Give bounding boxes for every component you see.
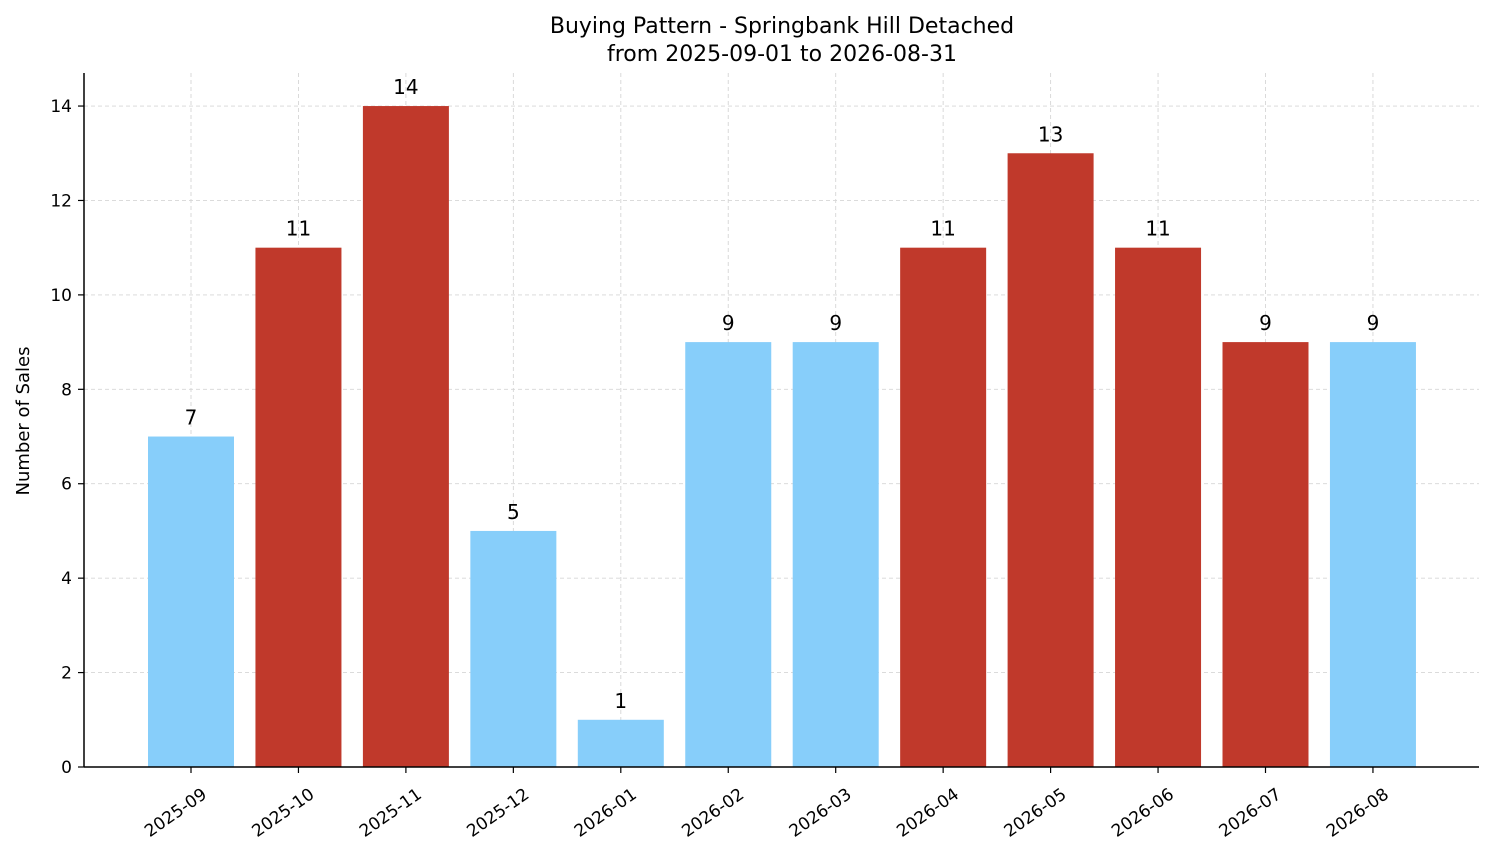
axes [78, 73, 1479, 773]
x-tick-label: 2026-03 [786, 785, 856, 842]
y-tick-label: 0 [61, 758, 72, 778]
bar-2026-03 [792, 342, 879, 767]
bar-2025-11 [362, 106, 449, 768]
y-tick-label: 10 [50, 286, 72, 306]
bar-2025-12 [470, 530, 557, 767]
x-tick-label: 2026-07 [1216, 785, 1286, 842]
x-tick-label: 2025-11 [356, 785, 426, 842]
bar-2026-02 [685, 342, 772, 767]
bar-2026-01 [577, 719, 664, 767]
bar-value-label: 11 [286, 217, 311, 241]
bar-value-label: 9 [1259, 311, 1272, 335]
bar-value-label: 5 [507, 500, 520, 524]
bar-value-label: 11 [930, 217, 955, 241]
bar-value-label: 1 [614, 689, 627, 713]
x-tick-label: 2026-06 [1108, 785, 1178, 842]
bar-2025-09 [148, 436, 234, 767]
bar-2026-05 [1007, 153, 1094, 768]
y-tick-label: 4 [61, 569, 72, 589]
x-tick-label: 2026-01 [571, 785, 641, 842]
y-tick-label: 14 [50, 97, 72, 117]
x-tick-label: 2026-04 [893, 785, 963, 842]
bar-value-label: 13 [1038, 122, 1063, 146]
bar-2025-10 [255, 247, 342, 767]
y-tick-label: 12 [50, 191, 72, 211]
bar-2026-06 [1115, 247, 1202, 767]
bar-value-label: 9 [1367, 311, 1380, 335]
bar-value-label: 9 [722, 311, 735, 335]
x-tick-label: 2025-09 [141, 785, 211, 842]
bar-2026-04 [900, 247, 987, 767]
bar-value-label: 11 [1145, 217, 1170, 241]
x-tick-label: 2026-02 [678, 785, 748, 842]
chart-title: Buying Pattern - Springbank Hill Detache… [550, 14, 1014, 39]
bar-2026-08 [1329, 342, 1416, 767]
x-tick-label: 2025-10 [249, 785, 319, 842]
y-tick-label: 8 [61, 380, 72, 400]
bar-value-label: 7 [185, 406, 198, 430]
bars [148, 106, 1416, 768]
x-tick-label: 2025-12 [463, 785, 533, 842]
chart-subtitle: from 2025-09-01 to 2026-08-31 [607, 42, 957, 67]
y-tick-label: 6 [61, 475, 72, 495]
x-tick-label: 2026-05 [1001, 785, 1071, 842]
y-tick-label: 2 [61, 664, 72, 684]
x-tick-label: 2026-08 [1323, 785, 1393, 842]
bar-value-label: 14 [393, 75, 418, 99]
bar-value-label: 9 [829, 311, 842, 335]
y-axis-label: Number of Sales [13, 346, 34, 495]
bar-2026-07 [1222, 342, 1309, 767]
